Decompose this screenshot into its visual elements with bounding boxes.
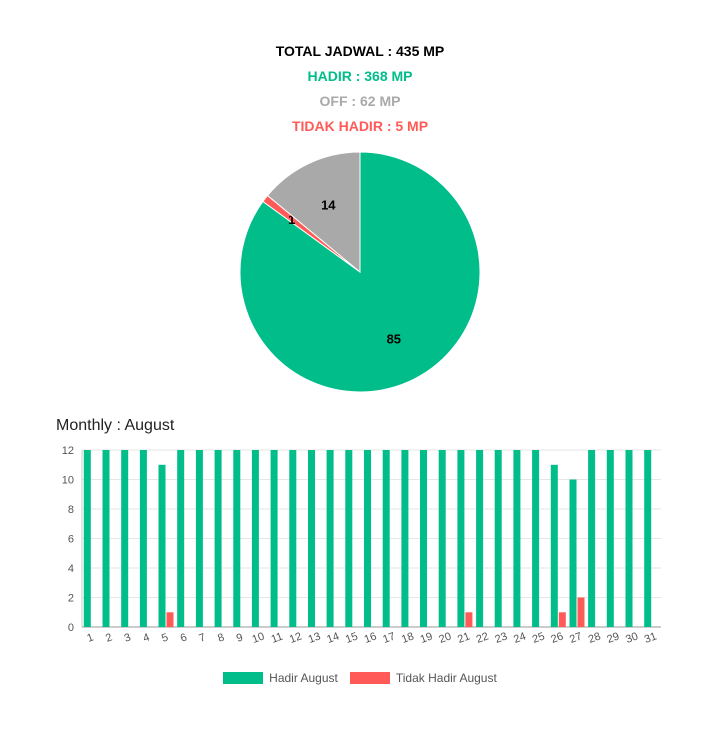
x-tick-label: 10 xyxy=(251,630,267,645)
bar-hadir-23[interactable] xyxy=(494,450,502,627)
bar-hadir-29[interactable] xyxy=(606,450,614,627)
monthly-chart-title: Monthly : August xyxy=(56,417,175,434)
bar-hadir-16[interactable] xyxy=(364,450,371,627)
bar-hadir-12[interactable] xyxy=(289,450,297,627)
x-tick-label: 26 xyxy=(549,630,565,645)
x-tick-label: 11 xyxy=(270,631,285,646)
bar-hadir-26[interactable] xyxy=(550,464,558,628)
pie-slice-label-2: 14 xyxy=(321,198,336,213)
legend-swatch-tidak-hadir xyxy=(349,672,390,684)
x-tick-label: 20 xyxy=(437,630,453,645)
legend-swatch-hadir xyxy=(223,672,264,684)
bar-hadir-27[interactable] xyxy=(569,479,577,628)
x-tick-label: 15 xyxy=(344,630,360,645)
pie-slice-2[interactable] xyxy=(266,151,361,274)
bar-hadir-5[interactable] xyxy=(158,464,166,628)
x-tick-label: 8 xyxy=(216,631,226,644)
y-tick-label: 12 xyxy=(62,445,74,457)
x-tick-label: 12 xyxy=(288,630,304,645)
x-tick-label: 6 xyxy=(179,631,189,644)
x-tick-label: 2 xyxy=(104,631,114,644)
x-tick-label: 5 xyxy=(160,631,170,644)
x-tick-label: 30 xyxy=(624,630,640,645)
bar-hadir-1[interactable] xyxy=(83,450,91,627)
bar-hadir-21[interactable] xyxy=(457,450,465,627)
x-tick-label: 25 xyxy=(531,630,547,645)
legend-label-tidak-hadir: Tidak Hadir August xyxy=(395,671,497,685)
bar-tidak-hadir-21[interactable] xyxy=(465,612,473,628)
legend-item-tidak-hadir[interactable]: Tidak Hadir August xyxy=(349,671,497,685)
bar-hadir-11[interactable] xyxy=(270,450,278,627)
bar-hadir-22[interactable] xyxy=(476,450,484,627)
pie-slice-label-1: 1 xyxy=(288,212,295,227)
x-tick-label: 24 xyxy=(512,630,528,645)
x-tick-label: 22 xyxy=(475,630,491,645)
x-tick-label: 31 xyxy=(643,630,659,645)
x-tick-label: 27 xyxy=(568,630,584,645)
x-tick-label: 23 xyxy=(493,630,509,645)
x-tick-label: 7 xyxy=(197,631,207,644)
bar-hadir-19[interactable] xyxy=(420,450,427,627)
x-tick-label: 3 xyxy=(123,631,133,644)
tidak-hadir-label: TIDAK HADIR : 5 MP xyxy=(291,118,429,134)
bar-hadir-2[interactable] xyxy=(102,450,110,627)
x-tick-label: 18 xyxy=(400,630,416,645)
bar-hadir-6[interactable] xyxy=(177,450,185,627)
legend-item-hadir[interactable]: Hadir August xyxy=(223,671,338,685)
y-tick-label: 2 xyxy=(68,593,74,605)
bar-tidak-hadir-27[interactable] xyxy=(577,597,585,628)
pie-slice-label-0: 85 xyxy=(387,331,401,346)
x-tick-label: 29 xyxy=(605,630,621,645)
x-tick-label: 4 xyxy=(141,631,151,644)
off-label: OFF : 62 MP xyxy=(319,93,401,109)
bar-hadir-20[interactable] xyxy=(438,450,446,627)
bar-hadir-9[interactable] xyxy=(233,450,241,627)
hadir-label: HADIR : 368 MP xyxy=(307,68,413,84)
bar-tidak-hadir-5[interactable] xyxy=(166,612,174,628)
bar-hadir-15[interactable] xyxy=(345,450,353,627)
bar-hadir-31[interactable] xyxy=(644,450,652,627)
y-tick-label: 0 xyxy=(68,622,74,634)
x-tick-label: 21 xyxy=(456,630,472,645)
bar-hadir-10[interactable] xyxy=(251,450,259,627)
bar-hadir-25[interactable] xyxy=(532,450,540,627)
bar-hadir-8[interactable] xyxy=(214,450,222,627)
bar-hadir-3[interactable] xyxy=(121,450,129,627)
x-tick-label: 9 xyxy=(235,631,245,644)
y-tick-label: 10 xyxy=(62,475,74,487)
bar-hadir-30[interactable] xyxy=(625,450,633,627)
y-tick-label: 4 xyxy=(68,563,74,575)
attendance-pie-chart: 85 1 14 xyxy=(239,151,481,393)
bar-hadir-7[interactable] xyxy=(195,450,203,627)
y-tick-label: 8 xyxy=(68,504,74,516)
bar-hadir-28[interactable] xyxy=(588,450,596,627)
bar-hadir-24[interactable] xyxy=(513,450,521,627)
x-tick-label: 28 xyxy=(587,630,603,645)
y-tick-label: 6 xyxy=(68,534,74,546)
x-tick-label: 19 xyxy=(419,630,435,645)
bar-hadir-4[interactable] xyxy=(139,450,147,627)
bar-chart-legend: Hadir August Tidak Hadir August xyxy=(0,671,720,685)
x-tick-label: 14 xyxy=(325,630,341,645)
total-jadwal-label: TOTAL JADWAL : 435 MP xyxy=(275,43,445,59)
bar-hadir-18[interactable] xyxy=(401,450,409,627)
legend-label-hadir: Hadir August xyxy=(269,671,338,685)
bar-hadir-14[interactable] xyxy=(326,450,334,627)
x-tick-label: 17 xyxy=(381,630,397,645)
x-tick-label: 1 xyxy=(85,631,95,644)
x-tick-label: 13 xyxy=(307,630,323,645)
bar-tidak-hadir-26[interactable] xyxy=(558,612,566,628)
bar-hadir-13[interactable] xyxy=(308,450,315,627)
x-tick-label: 16 xyxy=(363,630,379,645)
bar-hadir-17[interactable] xyxy=(382,450,390,627)
